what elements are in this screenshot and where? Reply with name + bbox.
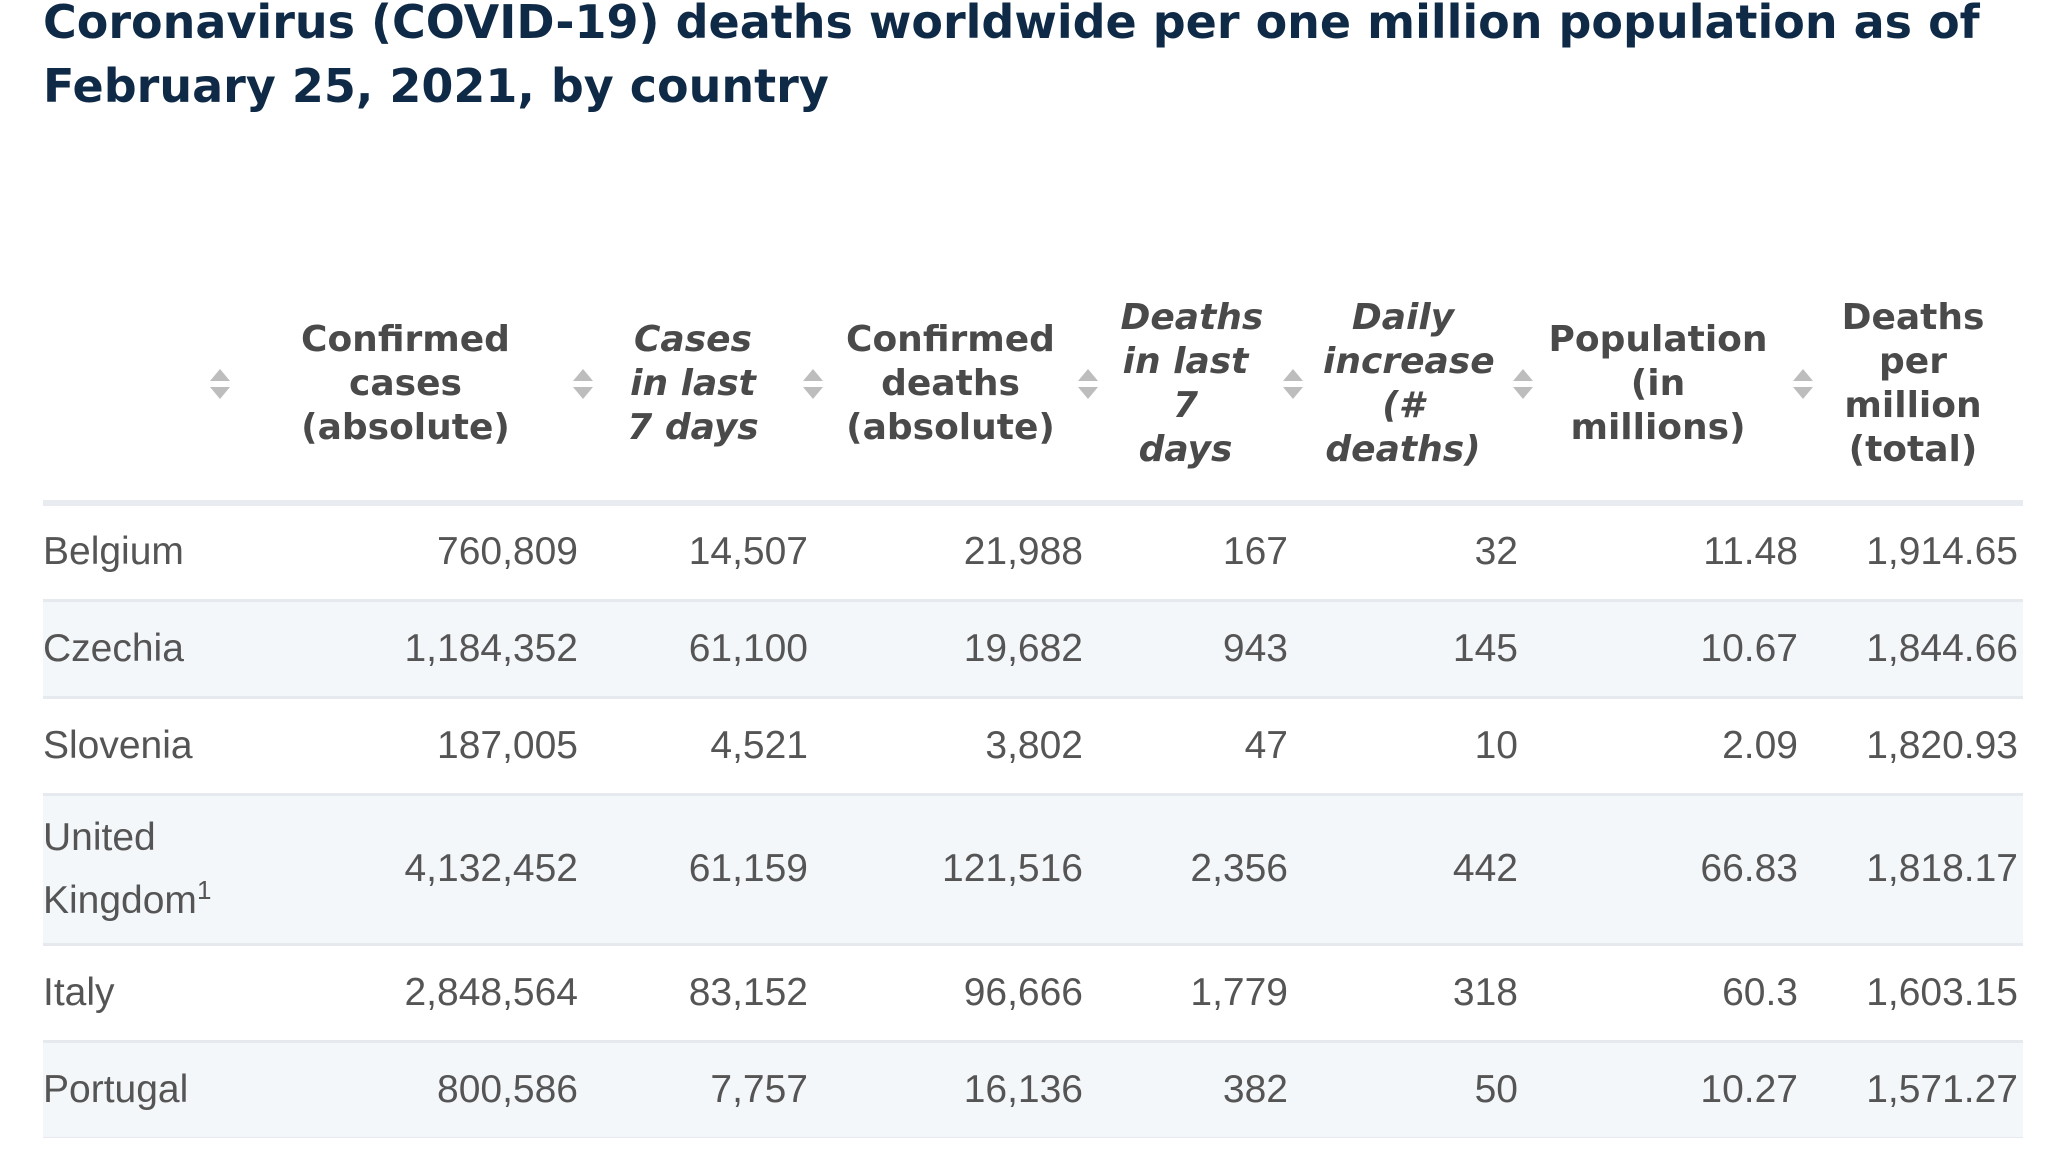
- cell-deaths-per-million: 1,914.65: [1813, 503, 2023, 602]
- sort-arrows-icon[interactable]: [1283, 369, 1303, 399]
- column-header-deaths-last-7-days[interactable]: Deaths in last 7 days: [1098, 268, 1303, 506]
- cell-daily-increase: 442: [1303, 794, 1533, 946]
- sort-arrows-icon[interactable]: [210, 369, 230, 399]
- cell-population: 10.27: [1533, 1041, 1813, 1138]
- table-body: Belgium 760,809 14,507 21,988 167 32 11.48 1,91…: [43, 503, 2023, 1138]
- column-header-label: Cases in last 7 days: [627, 319, 759, 448]
- cell-population: 11.48: [1533, 503, 1813, 602]
- cell-country: Italy: [43, 944, 258, 1043]
- sort-arrows-icon[interactable]: [1513, 369, 1533, 399]
- column-header-label: Confirmed deaths (absolute): [846, 319, 1055, 448]
- country-name: Portugal: [43, 1067, 189, 1111]
- cell-deaths-per-million: 1,820.93: [1813, 697, 2023, 796]
- cell-population: 66.83: [1533, 794, 1813, 946]
- cell-country: Portugal: [43, 1041, 258, 1138]
- cell-confirmed-cases: 760,809: [258, 503, 593, 602]
- cell-daily-increase: 145: [1303, 600, 1533, 699]
- column-header-cases-last-7-days[interactable]: Cases in last 7 days: [593, 268, 823, 506]
- cell-cases-last-7: 83,152: [593, 944, 823, 1043]
- column-header-daily-increase[interactable]: Daily increase (# deaths): [1303, 268, 1533, 506]
- cell-cases-last-7: 7,757: [593, 1041, 823, 1138]
- footnote-marker: 1: [196, 874, 212, 905]
- cell-deaths-per-million: 1,571.27: [1813, 1041, 2023, 1138]
- cell-deaths-per-million: 1,844.66: [1813, 600, 2023, 699]
- column-header-confirmed-deaths[interactable]: Confirmed deaths (absolute): [823, 268, 1098, 506]
- country-name: Belgium: [43, 530, 184, 574]
- cell-confirmed-deaths: 19,682: [823, 600, 1098, 699]
- country-name: Slovenia: [43, 723, 193, 767]
- country-name: United Kingdom: [43, 815, 197, 922]
- cell-confirmed-cases: 2,848,564: [258, 944, 593, 1043]
- column-header-population[interactable]: Population (in millions): [1533, 268, 1813, 506]
- cell-confirmed-cases: 187,005: [258, 697, 593, 796]
- cell-confirmed-deaths: 16,136: [823, 1041, 1098, 1138]
- column-header-deaths-per-million[interactable]: Deaths per million (total): [1813, 268, 2023, 506]
- sort-arrows-icon[interactable]: [1793, 369, 1813, 399]
- table-row: Czechia 1,184,352 61,100 19,682 943 145 10.67 1…: [43, 600, 2023, 699]
- table-row: Italy 2,848,564 83,152 96,666 1,779 318 60.3 1,…: [43, 944, 2023, 1043]
- cell-daily-increase: 50: [1303, 1041, 1533, 1138]
- table-header-row: Confirmed cases (absolute) Cases in last…: [43, 268, 2023, 506]
- cell-deaths-last-7: 1,779: [1098, 944, 1303, 1043]
- table-row: Slovenia 187,005 4,521 3,802 47 10 2.09 1,820.9…: [43, 697, 2023, 796]
- sort-arrows-icon[interactable]: [573, 369, 593, 399]
- cell-deaths-last-7: 2,356: [1098, 794, 1303, 946]
- cell-deaths-per-million: 1,818.17: [1813, 794, 2023, 946]
- cell-daily-increase: 32: [1303, 503, 1533, 602]
- cell-country: Slovenia: [43, 697, 258, 796]
- table-row: United Kingdom1 4,132,452 61,159 121,516 2,3…: [43, 794, 2023, 946]
- cell-population: 2.09: [1533, 697, 1813, 796]
- cell-daily-increase: 318: [1303, 944, 1533, 1043]
- cell-deaths-last-7: 167: [1098, 503, 1303, 602]
- cell-deaths-per-million: 1,603.15: [1813, 944, 2023, 1043]
- data-table-container: Confirmed cases (absolute) Cases in last…: [43, 268, 2023, 1138]
- cell-confirmed-deaths: 21,988: [823, 503, 1098, 602]
- cell-deaths-last-7: 943: [1098, 600, 1303, 699]
- column-header-label: Daily increase (# deaths): [1323, 297, 1495, 470]
- column-header-label: Population (in millions): [1548, 319, 1768, 448]
- cell-country: Belgium: [43, 503, 258, 602]
- sort-arrows-icon[interactable]: [1078, 369, 1098, 399]
- country-name: Czechia: [43, 626, 184, 670]
- column-header-label: Deaths per million (total): [1841, 297, 1985, 470]
- cell-daily-increase: 10: [1303, 697, 1533, 796]
- cell-cases-last-7: 61,159: [593, 794, 823, 946]
- cell-confirmed-cases: 800,586: [258, 1041, 593, 1138]
- data-table: Confirmed cases (absolute) Cases in last…: [43, 268, 2023, 1138]
- column-header-confirmed-cases[interactable]: Confirmed cases (absolute): [258, 268, 593, 506]
- cell-deaths-last-7: 382: [1098, 1041, 1303, 1138]
- country-name: Italy: [43, 970, 115, 1014]
- cell-confirmed-deaths: 121,516: [823, 794, 1098, 946]
- sort-arrows-icon[interactable]: [803, 369, 823, 399]
- cell-confirmed-deaths: 96,666: [823, 944, 1098, 1043]
- cell-country: United Kingdom1: [43, 794, 258, 946]
- column-header-label: Confirmed cases (absolute): [301, 319, 510, 448]
- cell-population: 60.3: [1533, 944, 1813, 1043]
- cell-deaths-last-7: 47: [1098, 697, 1303, 796]
- cell-cases-last-7: 14,507: [593, 503, 823, 602]
- table-row: Belgium 760,809 14,507 21,988 167 32 11.48 1,91…: [43, 503, 2023, 602]
- cell-confirmed-cases: 1,184,352: [258, 600, 593, 699]
- page-title: Coronavirus (COVID-19) deaths worldwide …: [43, 0, 1980, 113]
- cell-cases-last-7: 61,100: [593, 600, 823, 699]
- cell-cases-last-7: 4,521: [593, 697, 823, 796]
- column-header-label: Deaths in last 7 days: [1120, 297, 1264, 470]
- cell-confirmed-cases: 4,132,452: [258, 794, 593, 946]
- cell-population: 10.67: [1533, 600, 1813, 699]
- cell-country: Czechia: [43, 600, 258, 699]
- column-header-country[interactable]: [43, 268, 258, 506]
- cell-confirmed-deaths: 3,802: [823, 697, 1098, 796]
- table-row: Portugal 800,586 7,757 16,136 382 50 10.27 1,57…: [43, 1041, 2023, 1138]
